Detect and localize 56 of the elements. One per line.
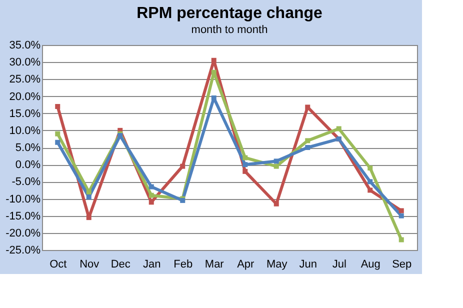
point (55, 140, 60, 145)
y-tick-label: 5.0% (15, 142, 41, 154)
point (242, 168, 248, 174)
point (148, 192, 154, 198)
y-tick-label: -20.0% (6, 227, 41, 240)
chart-title: RPM percentage change (136, 5, 323, 22)
y-tick-label: -5.0% (12, 176, 41, 188)
point (55, 131, 60, 136)
x-tick-label: Feb (174, 258, 193, 270)
point (274, 158, 279, 164)
point (148, 184, 154, 190)
point (242, 162, 248, 168)
y-tick-label: 25.0% (9, 74, 41, 86)
x-tick-label: Aug (360, 258, 380, 270)
x-tick-label: Jan (143, 258, 161, 270)
y-tick-label: 10.0% (9, 124, 41, 137)
y-tick-label: 30.0% (9, 56, 41, 69)
x-tick-label: Nov (80, 258, 100, 270)
point (368, 179, 373, 184)
point (211, 70, 216, 75)
point (274, 201, 279, 206)
point (86, 189, 92, 194)
x-tick-label: Jul (332, 258, 346, 270)
point (305, 145, 310, 150)
point (242, 155, 248, 160)
point (86, 194, 92, 200)
point (398, 213, 404, 218)
x-tick-label: Oct (50, 258, 67, 270)
point (398, 237, 404, 242)
x-tick-label: Apr (237, 258, 255, 270)
point (368, 188, 373, 193)
point (274, 164, 279, 169)
point (55, 104, 60, 109)
point (305, 138, 310, 144)
point (86, 215, 92, 220)
point (398, 208, 404, 214)
x-tick-label: Dec (110, 258, 131, 270)
y-tick-label: 35.0% (9, 40, 41, 52)
y-tick-label: -25.0% (6, 244, 41, 256)
point (211, 58, 216, 63)
y-tick-label: -15.0% (6, 210, 41, 222)
point (148, 200, 154, 205)
y-tick-label: -10.0% (6, 193, 41, 206)
y-tick-label: 20.0% (9, 90, 41, 103)
y-tick-label: 15.0% (9, 108, 41, 120)
point (368, 166, 373, 170)
x-tick-label: Jun (299, 258, 317, 270)
x-tick-label: May (266, 258, 288, 270)
point (336, 126, 342, 132)
point (211, 95, 216, 100)
x-tick-label: Mar (204, 258, 224, 270)
y-tick-label: 0.0% (15, 159, 41, 172)
chart-subtitle: month to month (191, 24, 268, 36)
x-tick-label: Sep (392, 258, 412, 270)
point (180, 164, 186, 169)
point (305, 104, 310, 110)
